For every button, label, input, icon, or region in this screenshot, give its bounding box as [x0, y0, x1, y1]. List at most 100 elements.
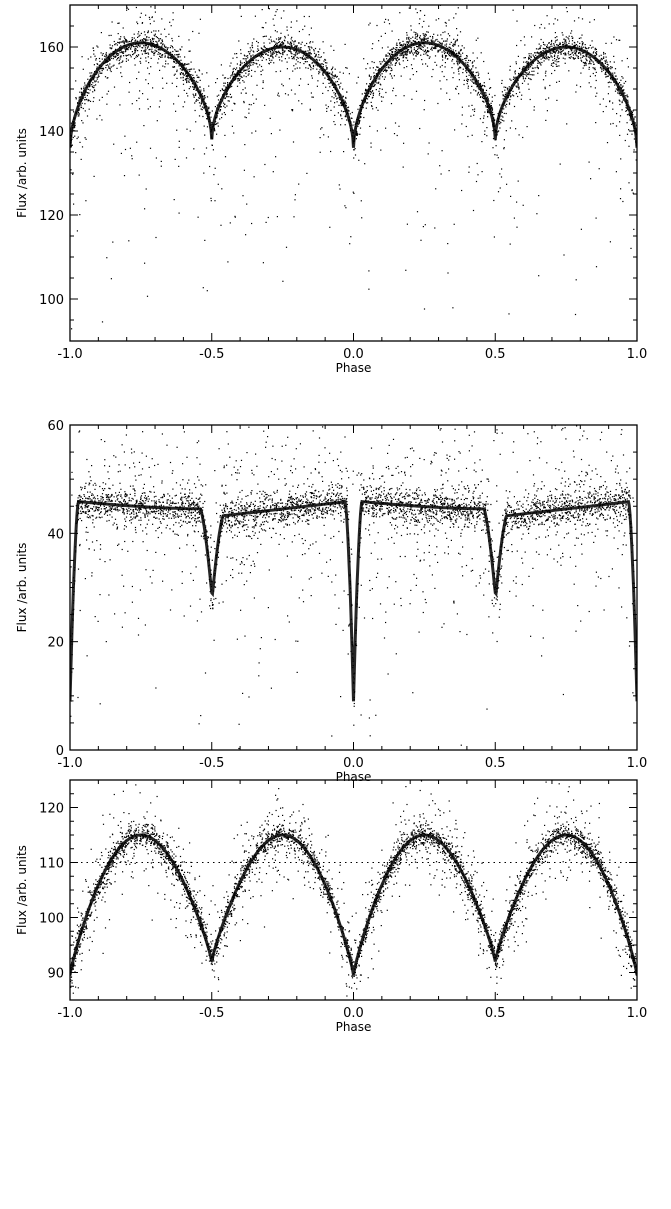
data-point — [591, 494, 593, 496]
data-point — [349, 243, 351, 245]
data-point — [156, 41, 158, 43]
data-point — [84, 110, 86, 112]
data-point — [141, 53, 143, 55]
data-point — [236, 78, 238, 80]
data-point — [108, 67, 110, 69]
data-point — [293, 41, 295, 43]
data-point — [124, 39, 127, 41]
data-point — [110, 66, 112, 68]
data-point — [109, 44, 111, 46]
data-point — [145, 57, 147, 59]
data-point — [322, 71, 324, 73]
data-point — [332, 75, 335, 77]
data-point — [164, 66, 166, 68]
data-point — [568, 54, 570, 56]
data-point — [144, 50, 146, 52]
data-point — [425, 51, 427, 53]
data-point — [145, 52, 148, 54]
data-point — [468, 74, 470, 76]
data-point — [622, 77, 624, 79]
data-point — [378, 40, 380, 42]
data-point — [131, 155, 133, 157]
data-point — [244, 58, 246, 60]
data-point — [594, 67, 596, 69]
data-point — [240, 49, 242, 51]
data-point — [340, 102, 342, 104]
data-point — [117, 53, 119, 55]
data-point — [377, 109, 379, 111]
data-point — [92, 79, 94, 81]
data-point — [594, 87, 596, 89]
data-point — [325, 86, 327, 88]
data-point — [625, 105, 627, 107]
data-point — [535, 505, 538, 507]
data-point — [79, 96, 81, 98]
data-point — [390, 103, 393, 105]
data-point — [396, 42, 398, 44]
data-point — [176, 77, 178, 79]
data-point — [231, 125, 233, 127]
data-point — [231, 85, 233, 87]
data-point — [633, 228, 635, 230]
data-point — [563, 42, 565, 44]
data-point — [614, 510, 616, 512]
data-point — [264, 517, 267, 519]
data-point — [142, 93, 144, 95]
data-point — [101, 54, 103, 56]
data-point — [189, 130, 191, 132]
data-point — [620, 158, 622, 160]
data-point — [482, 84, 484, 86]
data-point — [224, 77, 227, 79]
data-point — [153, 53, 155, 55]
data-point — [607, 93, 609, 95]
data-point — [616, 509, 618, 511]
data-point — [148, 36, 150, 39]
data-point — [424, 35, 426, 37]
data-point — [308, 53, 310, 55]
data-point — [347, 106, 350, 108]
data-point — [470, 92, 472, 94]
data-point — [443, 50, 445, 52]
data-point — [441, 43, 443, 45]
data-point — [262, 49, 264, 51]
data-point — [99, 594, 101, 596]
data-point — [260, 55, 262, 57]
data-point — [125, 40, 127, 42]
data-point — [400, 53, 402, 55]
data-point — [250, 49, 252, 51]
data-point — [568, 35, 570, 37]
data-point — [439, 80, 441, 82]
data-point — [322, 517, 324, 519]
data-point — [506, 183, 508, 185]
data-point — [329, 452, 331, 454]
data-point — [256, 50, 258, 52]
data-point — [468, 171, 470, 173]
data-point — [450, 539, 452, 541]
data-point — [468, 65, 470, 67]
data-point — [406, 37, 408, 39]
data-point — [588, 47, 590, 49]
data-point — [476, 94, 478, 96]
data-point — [487, 110, 489, 112]
data-point — [253, 534, 255, 536]
data-point — [435, 39, 437, 41]
data-point — [548, 97, 550, 99]
data-point — [245, 117, 247, 119]
data-point — [333, 518, 335, 520]
data-point — [74, 124, 76, 126]
data-point — [87, 78, 89, 80]
data-point — [590, 178, 592, 180]
data-point — [206, 106, 208, 108]
data-point — [325, 65, 327, 67]
data-point — [369, 497, 371, 499]
data-point — [352, 191, 354, 193]
data-point — [299, 62, 301, 64]
data-point — [434, 61, 436, 63]
data-point — [193, 77, 195, 79]
data-point — [556, 36, 558, 38]
data-point — [260, 70, 262, 72]
data-point — [476, 86, 478, 88]
data-point — [93, 64, 95, 66]
data-point — [223, 77, 226, 79]
data-point — [501, 111, 503, 113]
